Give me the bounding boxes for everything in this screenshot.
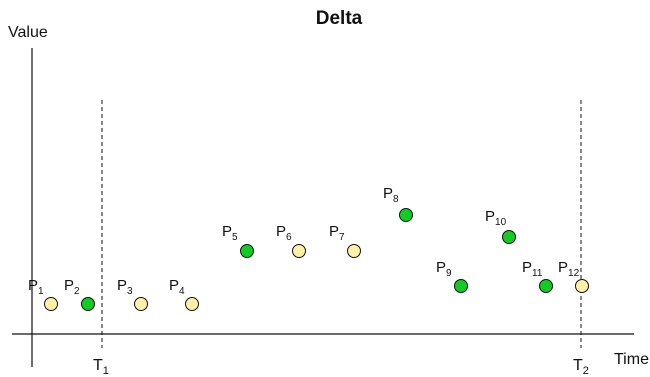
point-label-3: P3 (117, 277, 133, 297)
point-label-4: P4 (169, 277, 185, 297)
time-marker-label-1: T1 (93, 357, 109, 377)
point-marker-4 (185, 297, 199, 311)
diagram-title: Delta (316, 8, 363, 29)
point-label-5: P5 (222, 223, 238, 243)
point-label-1: P1 (28, 277, 44, 297)
point-marker-1 (44, 297, 58, 311)
point-label-7: P7 (329, 223, 345, 243)
point-label-12: P12 (558, 259, 580, 279)
point-label-10: P10 (485, 208, 507, 228)
point-marker-5 (240, 244, 254, 258)
point-marker-2 (81, 297, 95, 311)
point-marker-10 (502, 230, 516, 244)
point-label-8: P8 (383, 185, 399, 205)
point-label-6: P6 (276, 223, 292, 243)
time-marker-label-2: T2 (573, 357, 589, 377)
point-marker-9 (454, 279, 468, 293)
time-markers: T1 T2 (93, 100, 589, 377)
point-marker-8 (399, 208, 413, 222)
x-axis-label: Time (614, 351, 649, 368)
point-label-2: P2 (64, 277, 80, 297)
point-marker-7 (347, 244, 361, 258)
point-marker-11 (539, 279, 553, 293)
point-marker-3 (134, 297, 148, 311)
point-marker-12 (575, 279, 589, 293)
point-label-9: P9 (436, 259, 452, 279)
point-marker-6 (292, 244, 306, 258)
point-label-11: P11 (522, 259, 543, 279)
data-points: P1 P2 P3 P4 P5 P6 P7 P8 P9 P10 P11 P12 (28, 185, 589, 311)
y-axis-label: Value (8, 24, 48, 41)
